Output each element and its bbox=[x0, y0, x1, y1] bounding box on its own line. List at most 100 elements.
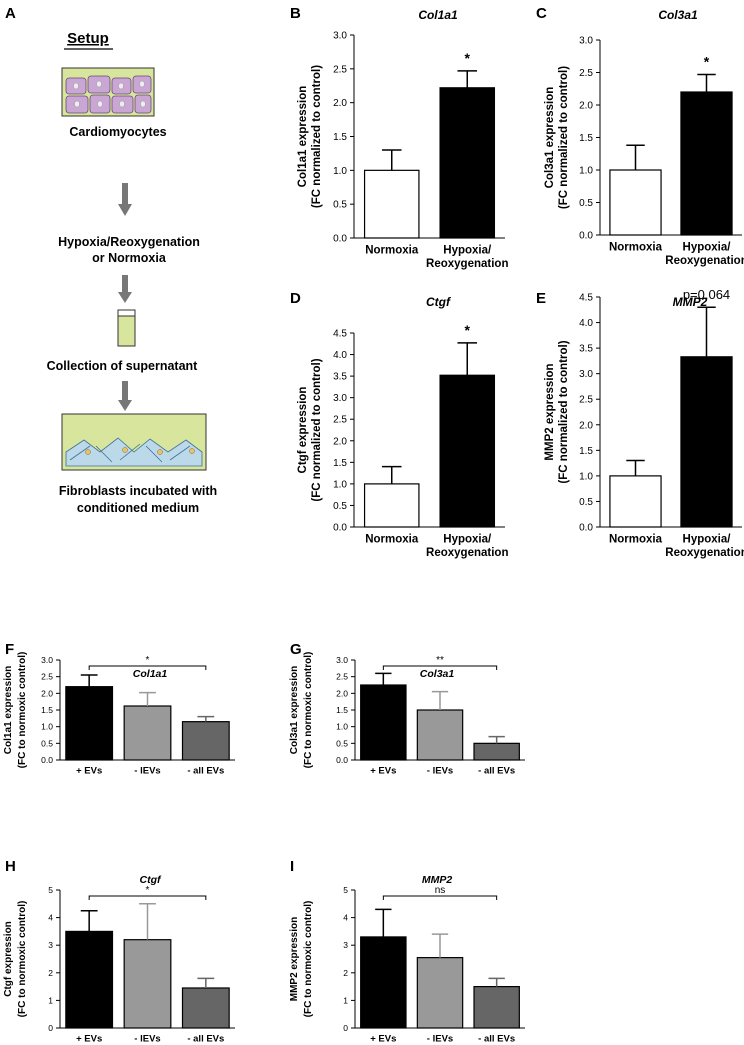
y-axis-label: Col3a1 expression bbox=[544, 87, 556, 189]
error-bar bbox=[697, 306, 716, 357]
y-tick-label: 0.5 bbox=[333, 200, 347, 211]
x-tick-label: Normoxia bbox=[365, 245, 419, 257]
error-bar bbox=[381, 149, 402, 171]
significance-label: * bbox=[465, 322, 471, 338]
y-tick-label: 3 bbox=[48, 940, 53, 950]
significance-label: * bbox=[465, 50, 471, 66]
chart-title: Ctgf bbox=[426, 295, 451, 309]
chart-title: Col3a1 bbox=[658, 8, 698, 22]
error-bar bbox=[626, 459, 645, 476]
y-tick-label: 3.5 bbox=[579, 344, 593, 355]
y-tick-label: 1.5 bbox=[41, 705, 53, 715]
bar bbox=[181, 721, 230, 761]
x-tick-label: + EVs bbox=[370, 1034, 396, 1045]
y-tick-label: 1.5 bbox=[333, 458, 347, 469]
chart-title: MMP2 bbox=[673, 295, 708, 309]
y-tick-label: 2.5 bbox=[41, 672, 53, 682]
bar bbox=[123, 939, 172, 1029]
bar bbox=[65, 686, 114, 761]
bar bbox=[439, 374, 496, 528]
y-tick-label: 3.0 bbox=[336, 655, 348, 665]
panel-letter: F bbox=[5, 641, 14, 658]
step-label: Collection of supernatant bbox=[47, 359, 199, 373]
error-bar bbox=[197, 715, 215, 722]
x-tick-label: - all EVs bbox=[187, 766, 224, 777]
significance-label: ** bbox=[436, 655, 444, 666]
x-tick-label: Normoxia bbox=[609, 242, 663, 254]
y-axis-label: Col3a1 expression bbox=[289, 666, 300, 754]
bar bbox=[439, 87, 496, 239]
y-axis-label: (FC to normoxic control) bbox=[17, 652, 28, 769]
y-tick-label: 0.0 bbox=[579, 231, 593, 242]
x-tick-label: Reoxygenation bbox=[665, 547, 744, 559]
y-axis-label: (FC to normoxic control) bbox=[303, 652, 314, 769]
bar bbox=[609, 475, 662, 528]
significance-label: p=0.064 bbox=[683, 287, 730, 302]
x-tick-label: + EVs bbox=[370, 766, 396, 777]
x-tick-label: Normoxia bbox=[609, 534, 663, 546]
y-axis-label: Col1a1 expression bbox=[3, 666, 14, 754]
step-label: Fibroblasts incubated with bbox=[59, 484, 217, 498]
arrow bbox=[118, 381, 132, 411]
fibroblast-dish bbox=[61, 413, 207, 471]
bar bbox=[416, 709, 464, 761]
significance-bracket bbox=[382, 665, 498, 670]
y-tick-label: 4.0 bbox=[333, 350, 347, 361]
bar bbox=[363, 483, 420, 528]
x-tick-label: - lEVs bbox=[134, 1034, 160, 1045]
chart-panel: D Ctgf Ctgf expression (FC normalized to co… bbox=[290, 290, 508, 559]
y-tick-label: 1 bbox=[48, 995, 53, 1005]
y-tick-label: 0 bbox=[48, 1023, 53, 1033]
y-tick-label: 4 bbox=[48, 913, 53, 923]
error-bar bbox=[431, 933, 449, 958]
y-axis-label: (FC normalized to control) bbox=[311, 358, 323, 501]
x-tick-label: Hypoxia/ bbox=[683, 534, 732, 546]
y-tick-label: 1 bbox=[343, 995, 348, 1005]
x-tick-label: Reoxygenation bbox=[426, 258, 508, 270]
y-axis-label: (FC to normoxic control) bbox=[303, 901, 314, 1018]
chart-panel: C Col3a1 Col3a1 expression (FC normalized t… bbox=[536, 5, 744, 267]
y-tick-label: 0.0 bbox=[333, 234, 347, 245]
y-tick-label: 0.5 bbox=[333, 501, 347, 512]
y-tick-label: 2 bbox=[343, 968, 348, 978]
panel-letter: A bbox=[5, 5, 16, 22]
chart-panel: H Ctgf Ctgf expression (FC to normoxic cont… bbox=[3, 858, 235, 1045]
error-bar bbox=[488, 977, 505, 987]
y-tick-label: 3.0 bbox=[333, 393, 347, 404]
y-axis-label: MMP2 expression bbox=[289, 917, 300, 1001]
panel-letter: D bbox=[290, 290, 301, 307]
y-tick-label: 0.5 bbox=[41, 738, 53, 748]
x-tick-label: Reoxygenation bbox=[665, 255, 744, 267]
y-tick-label: 2.5 bbox=[579, 395, 593, 406]
error-bar bbox=[626, 144, 645, 170]
y-tick-label: 5 bbox=[343, 885, 348, 895]
y-tick-label: 2.5 bbox=[579, 68, 593, 79]
panel-letter: G bbox=[290, 641, 302, 658]
y-tick-label: 2 bbox=[48, 968, 53, 978]
bar bbox=[416, 957, 464, 1029]
panel-letter: E bbox=[536, 290, 546, 307]
x-tick-label: Hypoxia/ bbox=[683, 242, 732, 254]
y-tick-label: 3.0 bbox=[579, 36, 593, 47]
y-tick-label: 1.5 bbox=[579, 133, 593, 144]
bar bbox=[123, 705, 172, 761]
x-tick-label: - all EVs bbox=[478, 1034, 515, 1045]
bar bbox=[473, 742, 520, 761]
step-label: or Normoxia bbox=[92, 251, 167, 265]
step-label: Cardiomyocytes bbox=[69, 125, 166, 139]
error-bar bbox=[197, 977, 215, 988]
x-tick-label: Hypoxia/ bbox=[443, 534, 492, 546]
y-axis-label: (FC normalized to control) bbox=[558, 340, 570, 483]
chart-title: Col1a1 bbox=[133, 668, 168, 680]
y-tick-label: 1.0 bbox=[579, 166, 593, 177]
y-tick-label: 1.0 bbox=[333, 479, 347, 490]
chart-panel: E MMP2 MMP2 expression (FC normalized to co… bbox=[536, 287, 744, 559]
chart-panel: F Col1a1 Col1a1 expression (FC to normoxic … bbox=[3, 641, 235, 777]
error-bar bbox=[697, 73, 716, 92]
y-axis-label: MMP2 expression bbox=[544, 363, 556, 460]
bar bbox=[363, 169, 420, 239]
y-tick-label: 2.0 bbox=[333, 436, 347, 447]
y-tick-label: 0.0 bbox=[41, 755, 53, 765]
y-tick-label: 2.0 bbox=[333, 98, 347, 109]
